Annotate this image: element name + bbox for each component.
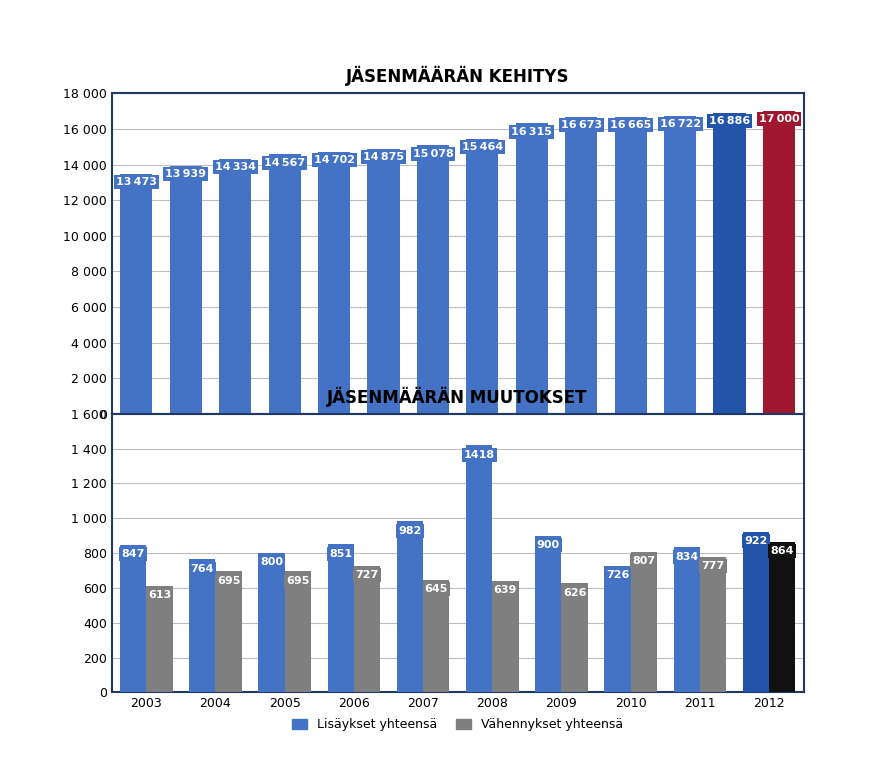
Text: 639: 639 bbox=[494, 586, 517, 595]
Bar bbox=[285, 571, 311, 692]
Text: 695: 695 bbox=[286, 576, 310, 586]
Bar bbox=[219, 159, 251, 414]
Text: 922: 922 bbox=[744, 536, 768, 546]
Bar bbox=[258, 553, 285, 692]
Text: 15 078: 15 078 bbox=[413, 149, 454, 159]
Bar bbox=[396, 521, 423, 692]
Bar bbox=[318, 152, 350, 414]
Text: 16 673: 16 673 bbox=[561, 120, 602, 130]
Bar bbox=[664, 116, 697, 414]
Text: 626: 626 bbox=[563, 587, 587, 598]
Bar bbox=[492, 581, 519, 692]
Text: 13 939: 13 939 bbox=[165, 169, 206, 179]
Title: JÄSENMÄÄRÄN KEHITYS: JÄSENMÄÄRÄN KEHITYS bbox=[346, 66, 570, 86]
Text: 777: 777 bbox=[701, 562, 724, 572]
Text: 695: 695 bbox=[217, 576, 240, 586]
Text: 851: 851 bbox=[330, 548, 352, 559]
Text: 13 473: 13 473 bbox=[116, 177, 157, 187]
Text: 645: 645 bbox=[424, 584, 448, 594]
Bar bbox=[763, 111, 795, 414]
Text: 726: 726 bbox=[605, 570, 630, 580]
Title: JÄSENMÄÄRÄN MUUTOKSET: JÄSENMÄÄRÄN MUUTOKSET bbox=[328, 387, 588, 407]
Bar bbox=[189, 559, 215, 692]
Text: 14 334: 14 334 bbox=[214, 162, 255, 172]
Bar bbox=[215, 571, 242, 692]
Legend: Lisäykset yhteensä, Vähennykset yhteensä: Lisäykset yhteensä, Vähennykset yhteensä bbox=[288, 713, 628, 736]
Text: 17 000: 17 000 bbox=[759, 114, 799, 124]
Bar bbox=[417, 145, 449, 414]
Bar bbox=[146, 586, 172, 692]
Bar bbox=[516, 124, 548, 414]
Bar bbox=[170, 166, 202, 414]
Text: 16 722: 16 722 bbox=[660, 119, 701, 129]
Bar bbox=[562, 584, 588, 692]
Text: 807: 807 bbox=[632, 556, 655, 566]
Bar bbox=[743, 532, 769, 692]
Text: 900: 900 bbox=[537, 540, 560, 550]
Text: 1418: 1418 bbox=[463, 450, 495, 460]
Text: 14 567: 14 567 bbox=[264, 158, 305, 168]
Bar bbox=[614, 117, 647, 414]
Bar bbox=[700, 557, 726, 692]
Bar bbox=[673, 547, 700, 692]
Bar bbox=[367, 149, 399, 414]
Text: 16 665: 16 665 bbox=[610, 121, 651, 131]
Bar bbox=[714, 113, 746, 414]
Bar bbox=[423, 580, 449, 692]
Text: 14 875: 14 875 bbox=[363, 152, 404, 162]
Bar bbox=[121, 174, 153, 414]
Text: 727: 727 bbox=[355, 570, 379, 580]
Bar bbox=[605, 566, 630, 692]
Text: 800: 800 bbox=[260, 558, 283, 567]
Text: 982: 982 bbox=[398, 526, 421, 536]
Text: 764: 764 bbox=[190, 564, 214, 573]
Text: 15 464: 15 464 bbox=[462, 142, 503, 152]
Bar bbox=[466, 446, 492, 692]
Text: 14 702: 14 702 bbox=[313, 156, 355, 165]
Bar bbox=[535, 536, 562, 692]
Bar bbox=[269, 155, 301, 414]
Bar bbox=[630, 552, 657, 692]
Bar bbox=[769, 542, 796, 692]
Bar bbox=[354, 566, 380, 692]
Text: 16 886: 16 886 bbox=[709, 117, 750, 126]
Bar bbox=[120, 545, 146, 692]
Text: 847: 847 bbox=[121, 549, 145, 559]
Text: 834: 834 bbox=[675, 552, 698, 562]
Text: 613: 613 bbox=[147, 590, 171, 600]
Bar bbox=[565, 117, 597, 414]
Text: 864: 864 bbox=[771, 546, 794, 556]
Bar bbox=[328, 545, 354, 692]
Bar bbox=[466, 138, 498, 414]
Text: 16 315: 16 315 bbox=[512, 127, 552, 137]
